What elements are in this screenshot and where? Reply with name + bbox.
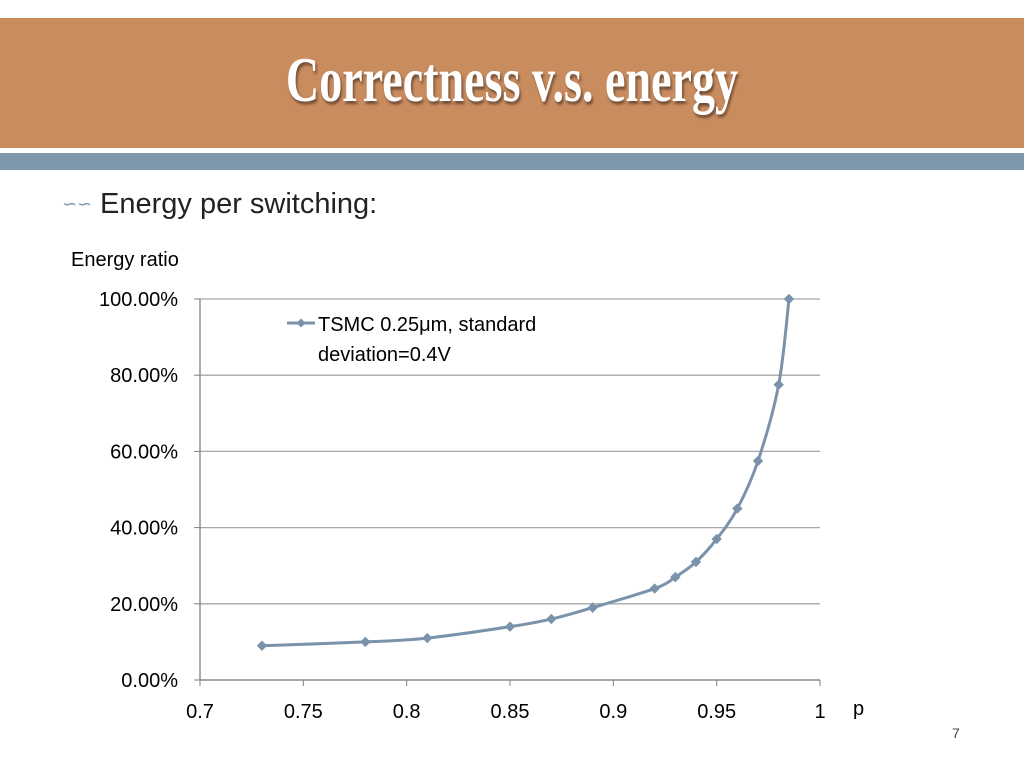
data-point <box>422 632 433 644</box>
y-tick-label: 60.00% <box>110 441 178 463</box>
data-point <box>773 379 784 390</box>
tick-labels: 0.00% 20.00% 40.00% 60.00% 80.00% 100.00% 0.7 0… <box>99 289 826 723</box>
y-tick-label: 80.00% <box>110 365 178 387</box>
x-tick-label: 1 <box>814 701 825 723</box>
data-point <box>732 503 743 514</box>
y-tick-label: 0.00% <box>121 670 178 692</box>
data-point <box>546 613 557 625</box>
data-point <box>670 571 681 583</box>
x-axis-title: p <box>853 698 865 720</box>
page-number: 7 <box>952 725 960 741</box>
x-tick-label: 0.8 <box>393 701 421 723</box>
legend-swatch-marker <box>296 318 306 328</box>
data-point <box>752 455 764 467</box>
y-tick-label: 20.00% <box>110 594 178 616</box>
title-bar: Correctness v.s. energy <box>0 18 1024 148</box>
accent-bar <box>0 153 1024 170</box>
bullet-curl-icon: ∽∽ <box>62 194 93 215</box>
series <box>256 293 795 651</box>
y-tick-label: 40.00% <box>110 518 178 540</box>
y-axis-title: Energy ratio <box>71 249 179 271</box>
data-point <box>504 621 516 632</box>
x-tick-label: 0.85 <box>491 701 530 723</box>
data-point <box>649 583 660 594</box>
x-tick-label: 0.75 <box>284 701 323 723</box>
legend: TSMC 0.25μm, standard deviation=0.4V <box>287 314 536 366</box>
x-tick-label: 0.95 <box>697 701 736 723</box>
x-tick-label: 0.7 <box>186 701 214 723</box>
data-point <box>587 602 598 613</box>
data-point <box>360 636 371 648</box>
slide-title: Correctness v.s. energy <box>285 44 739 115</box>
data-point <box>690 556 702 568</box>
data-point <box>711 533 722 545</box>
bullet-item: ∽∽ Energy per switching: <box>62 188 377 221</box>
x-tick-label: 0.9 <box>599 701 627 723</box>
axes <box>194 298 821 686</box>
data-point <box>783 293 795 305</box>
legend-label: TSMC 0.25μm, standard deviation=0.4V <box>318 314 536 366</box>
y-tick-label: 100.00% <box>99 289 178 311</box>
data-point <box>256 640 268 651</box>
bullet-text: Energy per switching: <box>100 188 378 220</box>
